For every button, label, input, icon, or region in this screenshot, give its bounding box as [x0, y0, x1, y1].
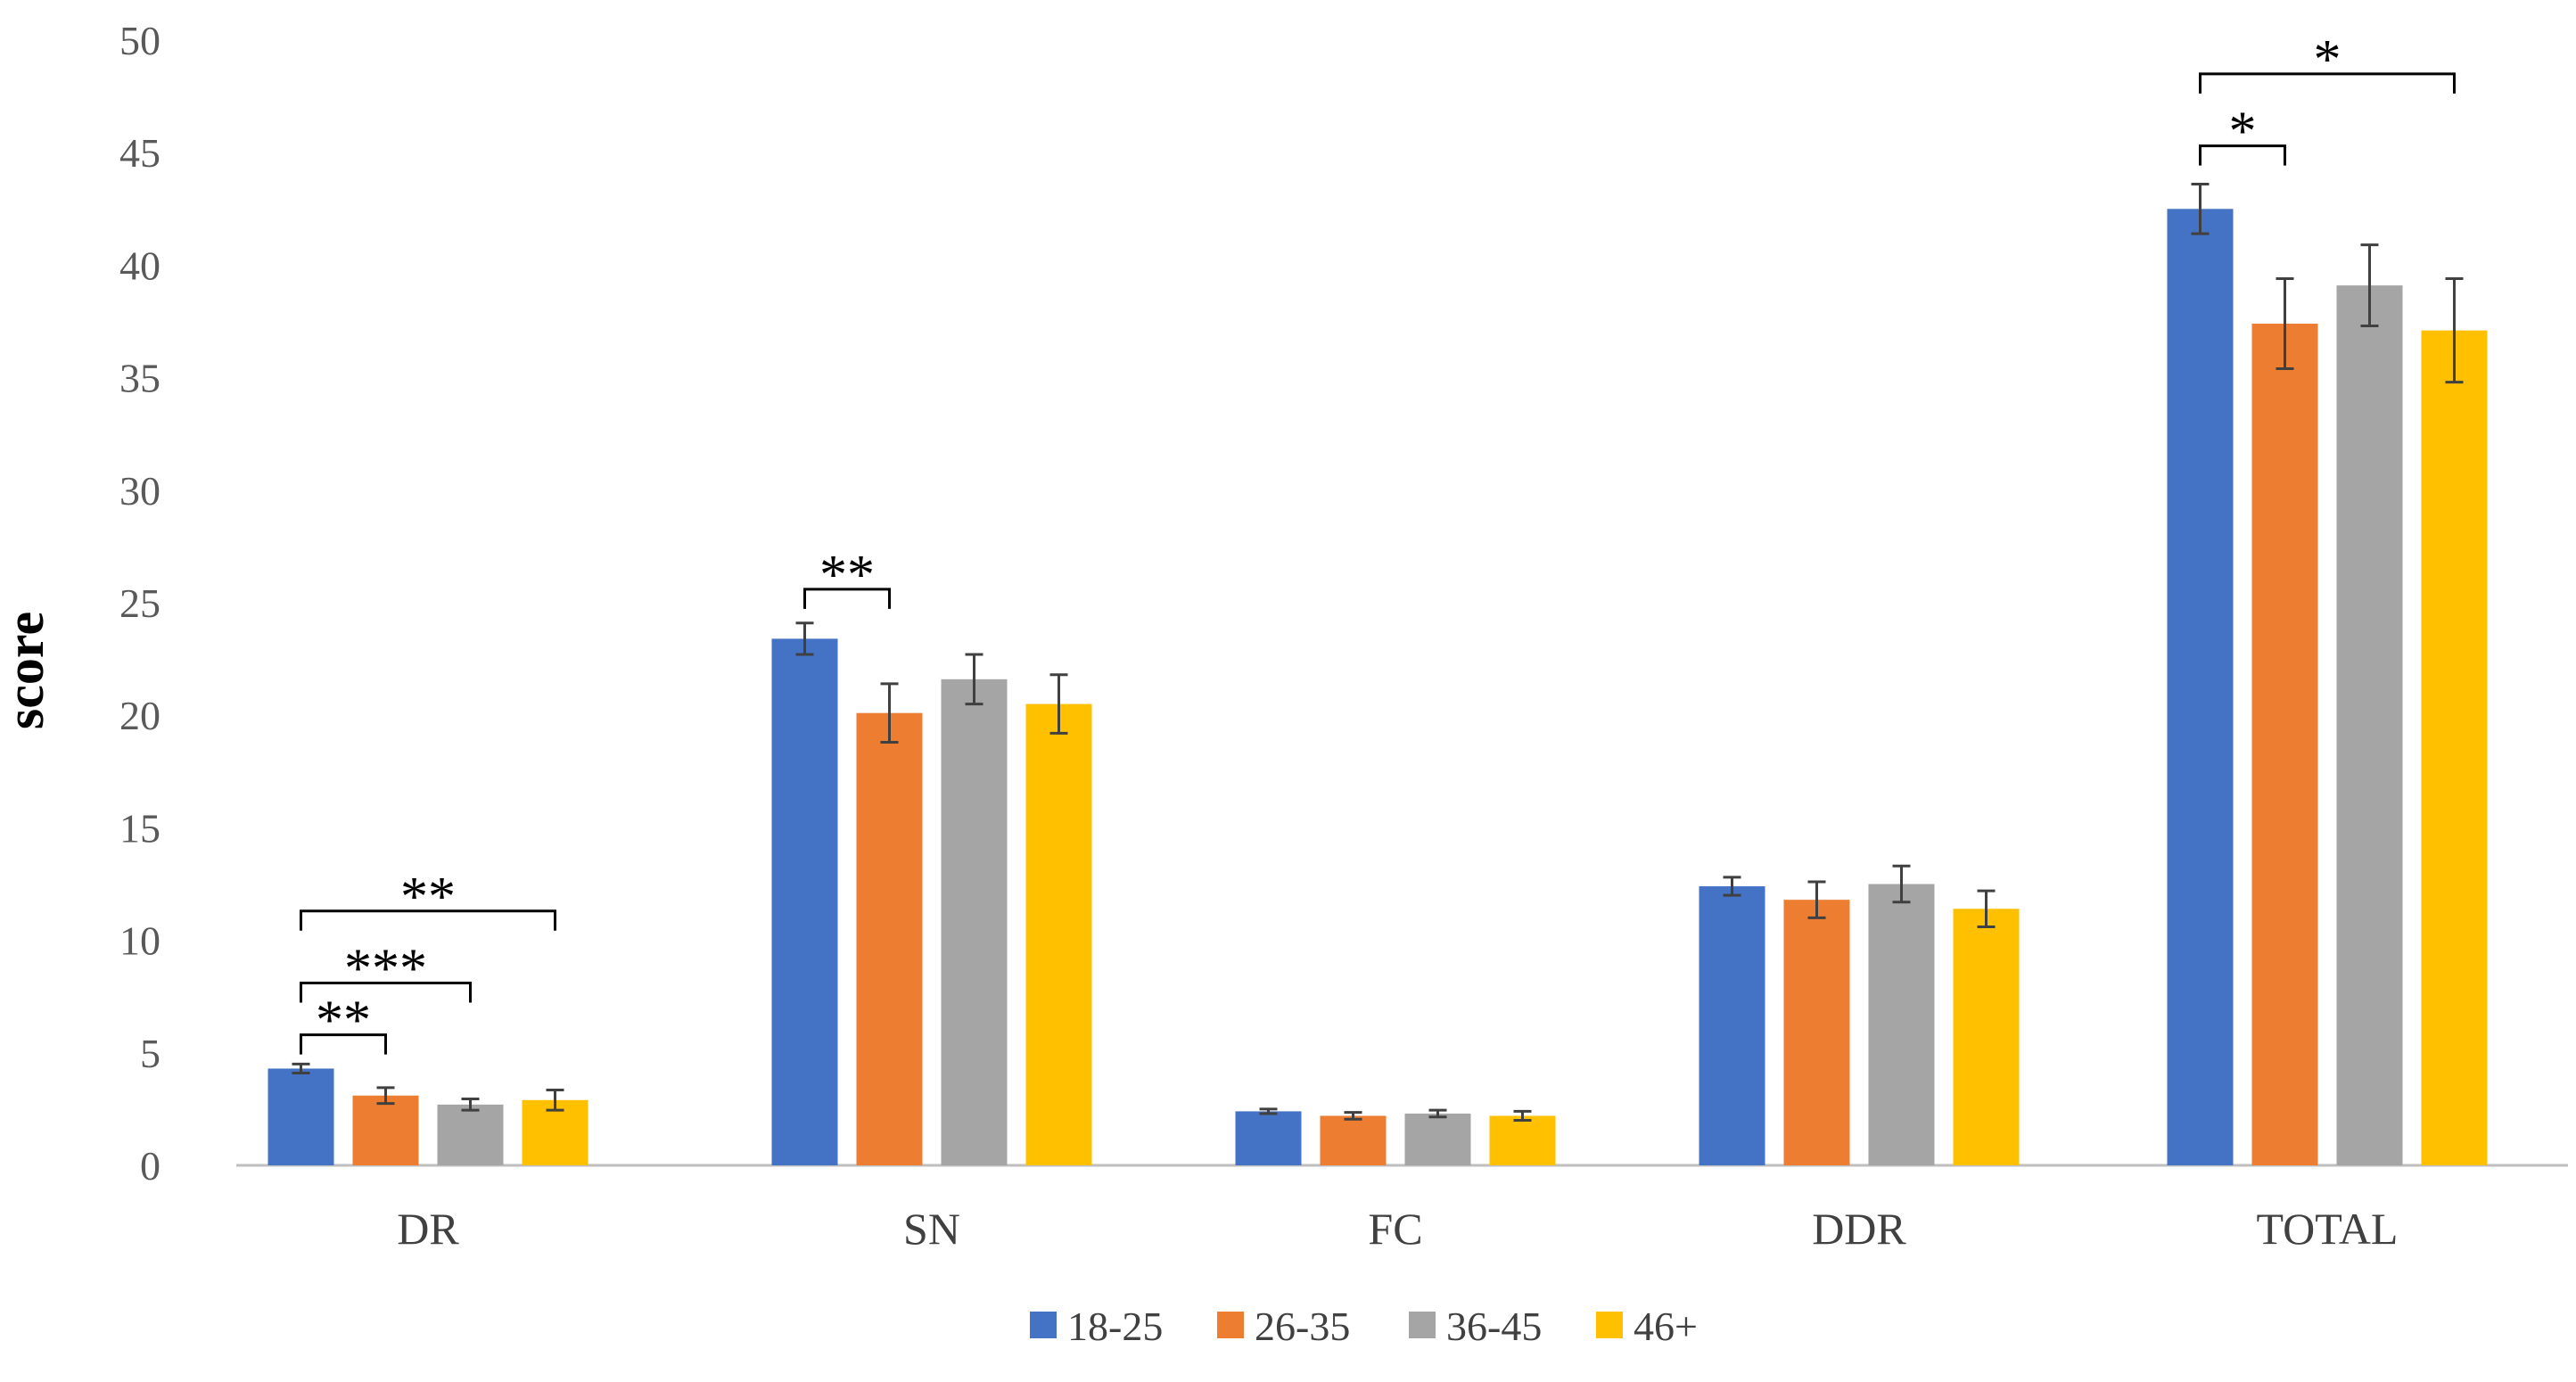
significance-bracket	[300, 982, 472, 1003]
bar-18-25-DDR	[1699, 886, 1765, 1165]
bar-18-25-DR	[267, 1068, 334, 1165]
legend-label: 46+	[1634, 1304, 1698, 1349]
significance-label: **	[316, 991, 371, 1051]
legend-label: 18-25	[1067, 1304, 1163, 1349]
bar-46+-TOTAL	[2421, 330, 2488, 1165]
legend-label: 26-35	[1255, 1304, 1350, 1349]
significance-bracket	[2199, 144, 2286, 166]
bar-26-35-DR	[352, 1095, 419, 1165]
significance-bracket	[2199, 72, 2456, 94]
bar-36-45-FC	[1404, 1113, 1471, 1165]
bar-36-45-TOTAL	[2336, 285, 2403, 1166]
bar-36-45-SN	[941, 679, 1008, 1165]
significance-label: ***	[344, 939, 427, 999]
bar-18-25-FC	[1235, 1111, 1302, 1165]
y-axis-title: score	[0, 612, 54, 729]
bar-36-45-DR	[437, 1104, 504, 1165]
significance-bracket	[300, 909, 556, 931]
significance-bracket	[803, 588, 891, 609]
y-tick-label: 50	[119, 18, 160, 63]
bar-26-35-DDR	[1783, 900, 1850, 1165]
error-bars-group	[292, 183, 2464, 1123]
y-tick-label: 15	[119, 805, 160, 851]
y-tick-label: 5	[140, 1031, 160, 1076]
legend-label: 36-45	[1446, 1304, 1542, 1349]
bar-18-25-SN	[771, 638, 838, 1165]
bar-46+-SN	[1025, 703, 1092, 1165]
legend-swatch-26-35	[1217, 1312, 1244, 1338]
y-tick-label: 45	[119, 130, 160, 176]
y-tick-label: 30	[119, 468, 160, 514]
y-tick-label: 20	[119, 693, 160, 738]
bars-group	[267, 209, 2488, 1166]
significance-annotations: ***********	[300, 29, 2456, 1055]
x-tick-label: TOTAL	[2257, 1204, 2399, 1254]
legend-swatch-46+	[1596, 1312, 1623, 1338]
bar-46+-FC	[1489, 1115, 1556, 1165]
y-tick-label: 40	[119, 243, 160, 288]
significance-label: **	[819, 545, 875, 605]
x-axis-labels: DR SN FC DDR TOTAL	[397, 1204, 2398, 1254]
significance-label: *	[2314, 29, 2341, 90]
x-tick-label: DDR	[1812, 1204, 1906, 1254]
y-tick-label: 10	[119, 918, 160, 964]
bar-36-45-DDR	[1868, 884, 1935, 1165]
y-tick-label: 25	[119, 580, 160, 626]
bar-18-25-TOTAL	[2167, 209, 2234, 1165]
y-tick-label: 35	[119, 356, 160, 401]
y-axis-ticks: 0 5 10 15 20 25 30 35 40 45 50	[119, 18, 160, 1189]
legend-swatch-18-25	[1030, 1312, 1057, 1338]
legend-swatch-36-45	[1409, 1312, 1436, 1338]
x-tick-label: SN	[903, 1204, 960, 1254]
bar-46+-DDR	[1953, 909, 2020, 1165]
significance-label: **	[400, 867, 456, 927]
bar-26-35-FC	[1320, 1115, 1387, 1165]
y-tick-label: 0	[140, 1143, 160, 1189]
legend: 18-25 26-35 36-45 46+	[1030, 1304, 1698, 1349]
x-tick-label: DR	[397, 1204, 459, 1254]
significance-label: *	[2229, 102, 2257, 162]
x-tick-label: FC	[1368, 1204, 1422, 1254]
bar-26-35-SN	[856, 712, 923, 1165]
bar-26-35-TOTAL	[2251, 324, 2318, 1165]
significance-bracket	[300, 1033, 387, 1055]
